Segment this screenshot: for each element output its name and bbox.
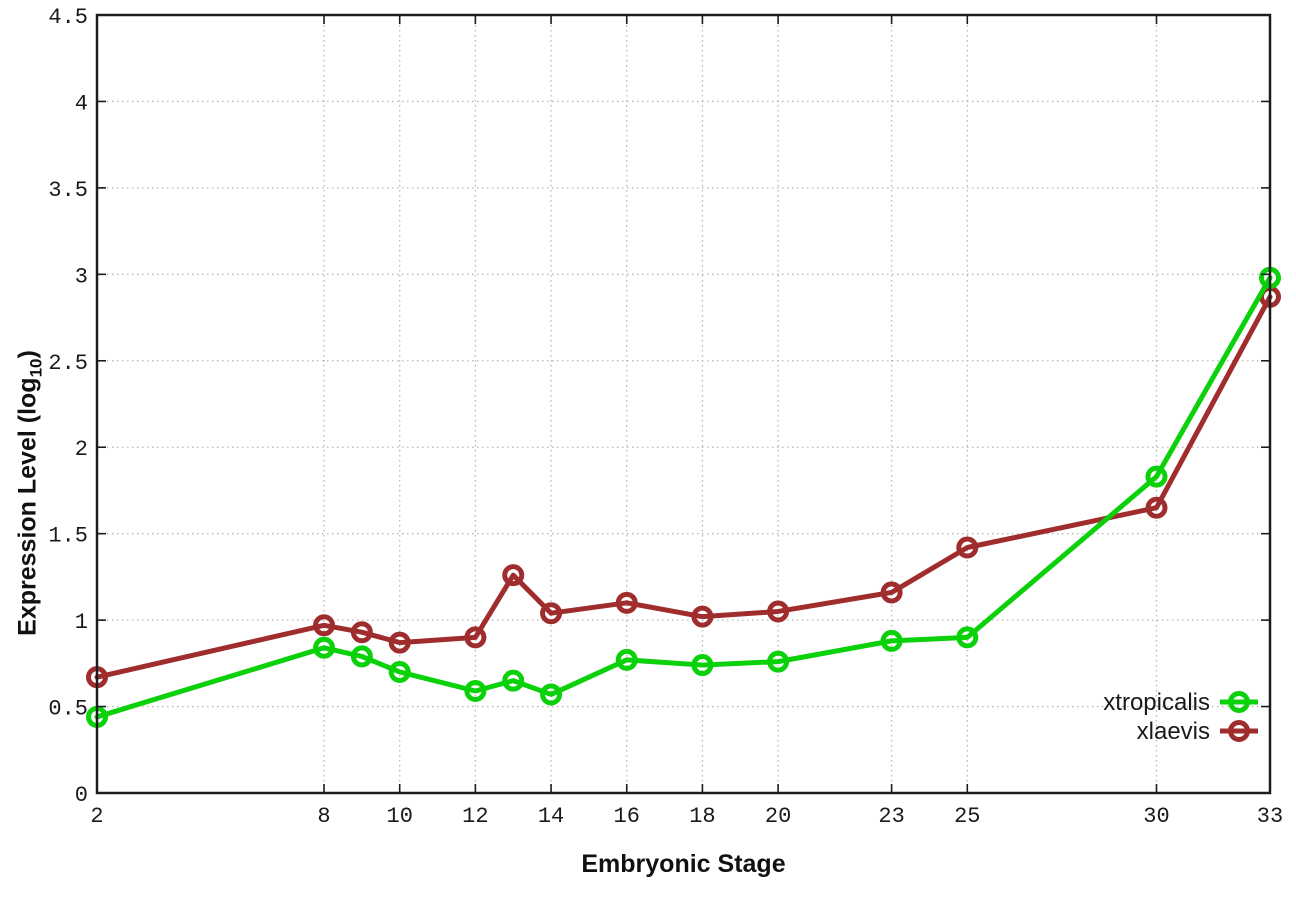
data-point-xlaevis — [956, 536, 979, 559]
x-tick-label: 12 — [462, 804, 488, 829]
x-tick-label: 10 — [387, 804, 413, 829]
y-tick-label: 0.5 — [48, 697, 88, 722]
legend-item-xtropicalis: xtropicalis — [1103, 689, 1258, 716]
data-series — [86, 266, 1281, 728]
x-tick-label: 30 — [1143, 804, 1169, 829]
y-tick-label: 3 — [75, 264, 88, 289]
data-point-xtropicalis — [880, 629, 903, 652]
data-point-xtropicalis — [691, 654, 714, 677]
y-axis-title: Expression Level (log10) — [14, 350, 47, 636]
y-tick-label: 3.5 — [48, 178, 88, 203]
gridlines — [97, 15, 1270, 793]
y-tick-label: 2.5 — [48, 351, 88, 376]
data-point-xtropicalis — [350, 645, 373, 668]
data-point-xlaevis — [615, 591, 638, 614]
data-point-xtropicalis — [956, 626, 979, 649]
series-line-xtropicalis — [94, 275, 1273, 720]
x-tick-label: 14 — [538, 804, 564, 829]
y-tick-label: 1 — [75, 610, 88, 635]
tick-labels: 2 8 10 12 14 16 18 20 23 25 30 33 0 0.5 1 1.5 2 2.5 3 3.5 4 4… — [48, 5, 1283, 829]
x-axis-title: Embryonic Stage — [581, 850, 786, 878]
series-xtropicalis — [86, 266, 1281, 728]
y-tick-label: 4.5 — [48, 5, 88, 30]
data-point-xlaevis — [388, 631, 411, 654]
x-tick-label: 16 — [614, 804, 640, 829]
legend-label: xtropicalis — [1103, 689, 1210, 716]
data-point-xlaevis — [691, 605, 714, 628]
data-point-xlaevis — [502, 564, 525, 587]
data-point-xlaevis — [1145, 496, 1168, 519]
data-point-xtropicalis — [540, 683, 563, 706]
data-point-xtropicalis — [464, 679, 487, 702]
axis-ticks — [96, 14, 1271, 794]
y-axis-title-close: ) — [13, 350, 42, 359]
data-point-xlaevis — [540, 602, 563, 625]
x-tick-label: 8 — [317, 804, 330, 829]
y-axis-title-text: Expression Level (log — [13, 377, 42, 636]
plot-border — [95, 13, 1272, 795]
x-tick-label: 25 — [954, 804, 980, 829]
data-point-xlaevis — [464, 626, 487, 649]
x-tick-label: 33 — [1257, 804, 1283, 829]
legend-item-xlaevis: xlaevis — [1137, 718, 1258, 745]
data-point-xlaevis — [313, 614, 336, 637]
x-tick-label: 23 — [878, 804, 904, 829]
legend-marker — [1228, 720, 1250, 742]
x-tick-label: 18 — [689, 804, 715, 829]
data-point-xlaevis — [767, 600, 790, 623]
y-axis-title-subscript: 10 — [26, 358, 46, 378]
legend-marker — [1228, 691, 1250, 713]
data-point-xlaevis — [880, 581, 903, 604]
legend-label: xlaevis — [1137, 718, 1210, 745]
data-point-xtropicalis — [767, 650, 790, 673]
y-tick-label: 4 — [75, 91, 88, 116]
data-point-xtropicalis — [388, 660, 411, 683]
x-tick-label: 20 — [765, 804, 791, 829]
data-point-xtropicalis — [1145, 465, 1168, 488]
data-point-xtropicalis — [313, 636, 336, 659]
data-point-xtropicalis — [615, 648, 638, 671]
y-tick-label: 1.5 — [48, 524, 88, 549]
y-tick-label: 0 — [75, 783, 88, 808]
data-point-xtropicalis — [502, 669, 525, 692]
data-point-xlaevis — [350, 621, 373, 644]
series-xlaevis — [86, 285, 1281, 689]
x-tick-label: 2 — [90, 804, 103, 829]
y-tick-label: 2 — [75, 437, 88, 462]
